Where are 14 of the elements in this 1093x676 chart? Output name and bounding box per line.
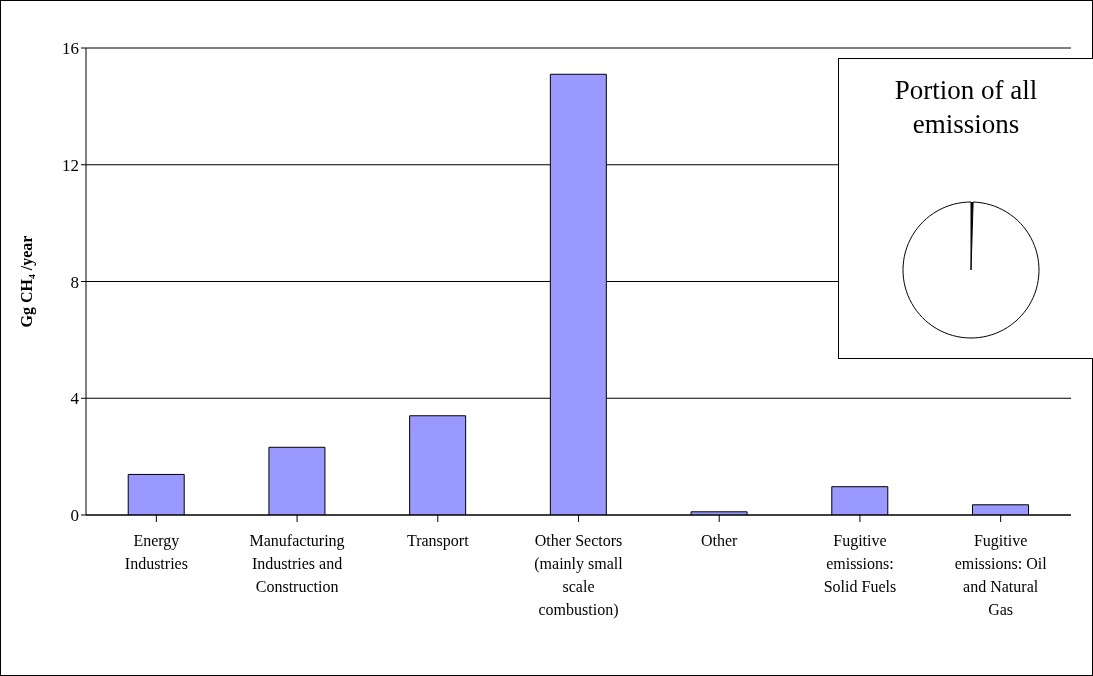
x-tick-label: Other <box>701 532 739 549</box>
x-tick-label: Other Sectors (mainly small scale combustion) <box>534 532 624 619</box>
x-tick-label: Manufacturing Industries and Construction <box>249 532 345 595</box>
y-tick-label: 4 <box>70 389 80 409</box>
x-tick-label: Fugitive emissions: Solid Fuels <box>823 532 897 595</box>
y-tick-label: 8 <box>70 272 79 292</box>
x-tick-label: Energy Industries <box>124 532 188 572</box>
x-tick-label: Transport <box>406 532 470 550</box>
y-tick-label: 12 <box>62 155 79 175</box>
chart-title: Portion of all emissions <box>893 74 1039 141</box>
y-tick-label: 16 <box>62 39 79 59</box>
y-tick-label: 0 <box>70 506 79 526</box>
y-axis-title: Gg CH₄ /year <box>17 235 36 328</box>
x-tick-label: Fugitive emissions: Oil and Natural Gas <box>954 532 1048 618</box>
